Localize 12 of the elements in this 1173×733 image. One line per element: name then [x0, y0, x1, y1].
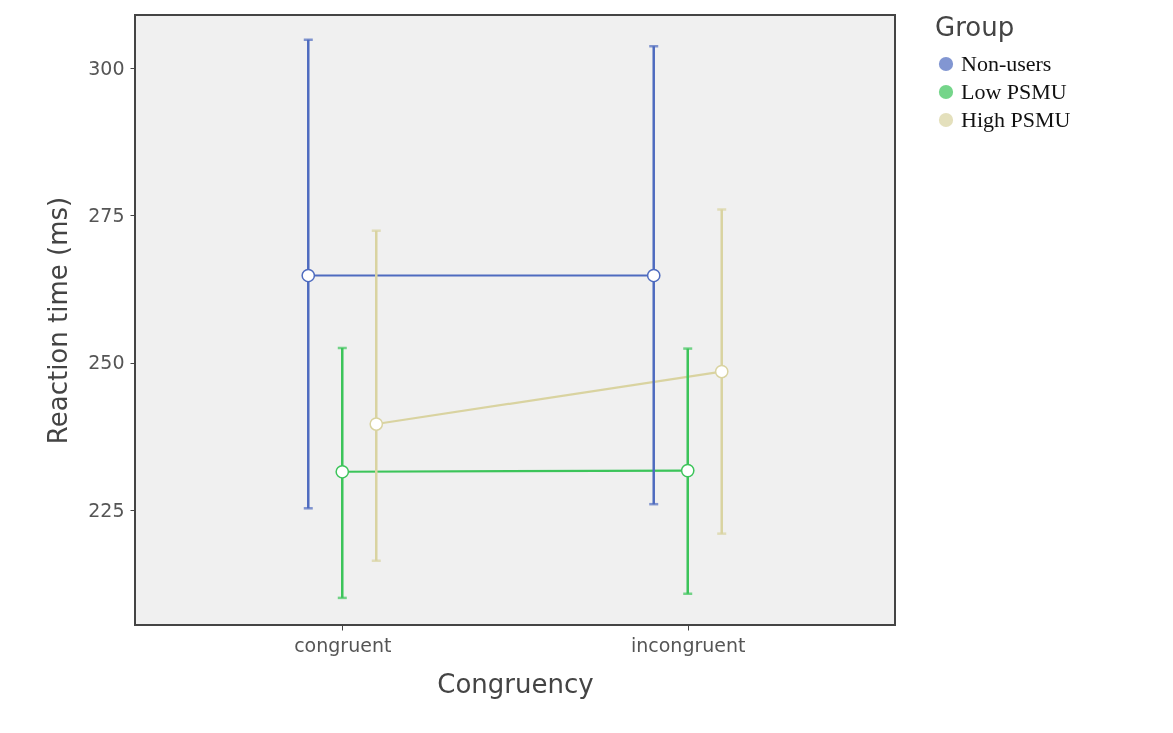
- y-tick-label: 275: [88, 203, 125, 226]
- y-tick-label: 300: [88, 56, 125, 79]
- legend-label: Non-users: [961, 51, 1052, 76]
- x-tick-label: congruent: [294, 633, 392, 656]
- x-tick-label: incongruent: [630, 633, 746, 656]
- y-tick-label: 250: [88, 351, 125, 374]
- x-axis-title: Congruency: [437, 668, 594, 699]
- y-axis-title: Reaction time (ms): [43, 196, 74, 445]
- legend-label: High PSMU: [961, 107, 1071, 132]
- legend-title: Group: [935, 12, 1015, 42]
- y-tick-label: 225: [88, 498, 125, 521]
- legend-label: Low PSMU: [961, 79, 1067, 104]
